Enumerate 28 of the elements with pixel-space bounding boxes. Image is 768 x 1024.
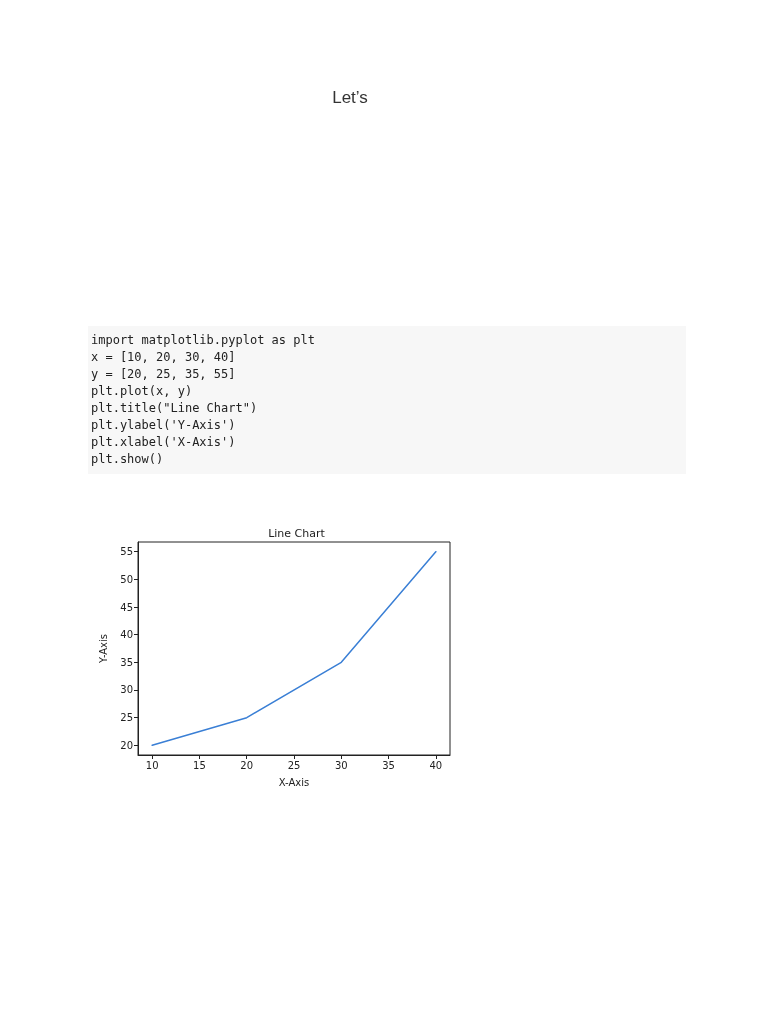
text: plt.title("Line Chart") xyxy=(91,400,259,417)
text: plt.xlabel('X-Axis') xyxy=(91,434,237,451)
y-axis-title: Y-Axis xyxy=(97,633,109,665)
y-tick-label: 45 xyxy=(120,601,133,613)
text: import matplotlib.pyplot as plt xyxy=(91,332,316,349)
text: Let’s xyxy=(331,88,369,108)
x-tick-label: 30 xyxy=(334,759,348,771)
x-tick-label: 15 xyxy=(193,759,206,771)
y-tick-label: 50 xyxy=(120,573,133,585)
y-tick-label: 30 xyxy=(120,684,133,696)
x-tick-label: 20 xyxy=(240,759,254,771)
y-tick-label: 20 xyxy=(120,739,133,751)
x-axis-title: X-Axis xyxy=(278,776,310,788)
x-tick-label: 35 xyxy=(382,759,395,771)
y-tick-label: 55 xyxy=(120,546,133,558)
text: y = [20, 25, 35, 55] xyxy=(91,366,237,383)
text: plt.plot(x, y) xyxy=(91,383,194,400)
x-tick-label: 40 xyxy=(429,759,443,771)
x-tick-label: 10 xyxy=(145,759,159,771)
y-tick-label: 25 xyxy=(120,712,133,724)
y-tick-label: 40 xyxy=(120,629,133,641)
chart-title: Line Chart xyxy=(268,527,326,540)
text: plt.show() xyxy=(91,451,165,468)
text: plt.ylabel('Y-Axis') xyxy=(91,417,237,434)
line-series xyxy=(151,550,437,747)
text: x = [10, 20, 30, 40] xyxy=(91,349,237,366)
x-tick-label: 25 xyxy=(287,759,301,771)
y-tick-label: 35 xyxy=(120,656,133,668)
